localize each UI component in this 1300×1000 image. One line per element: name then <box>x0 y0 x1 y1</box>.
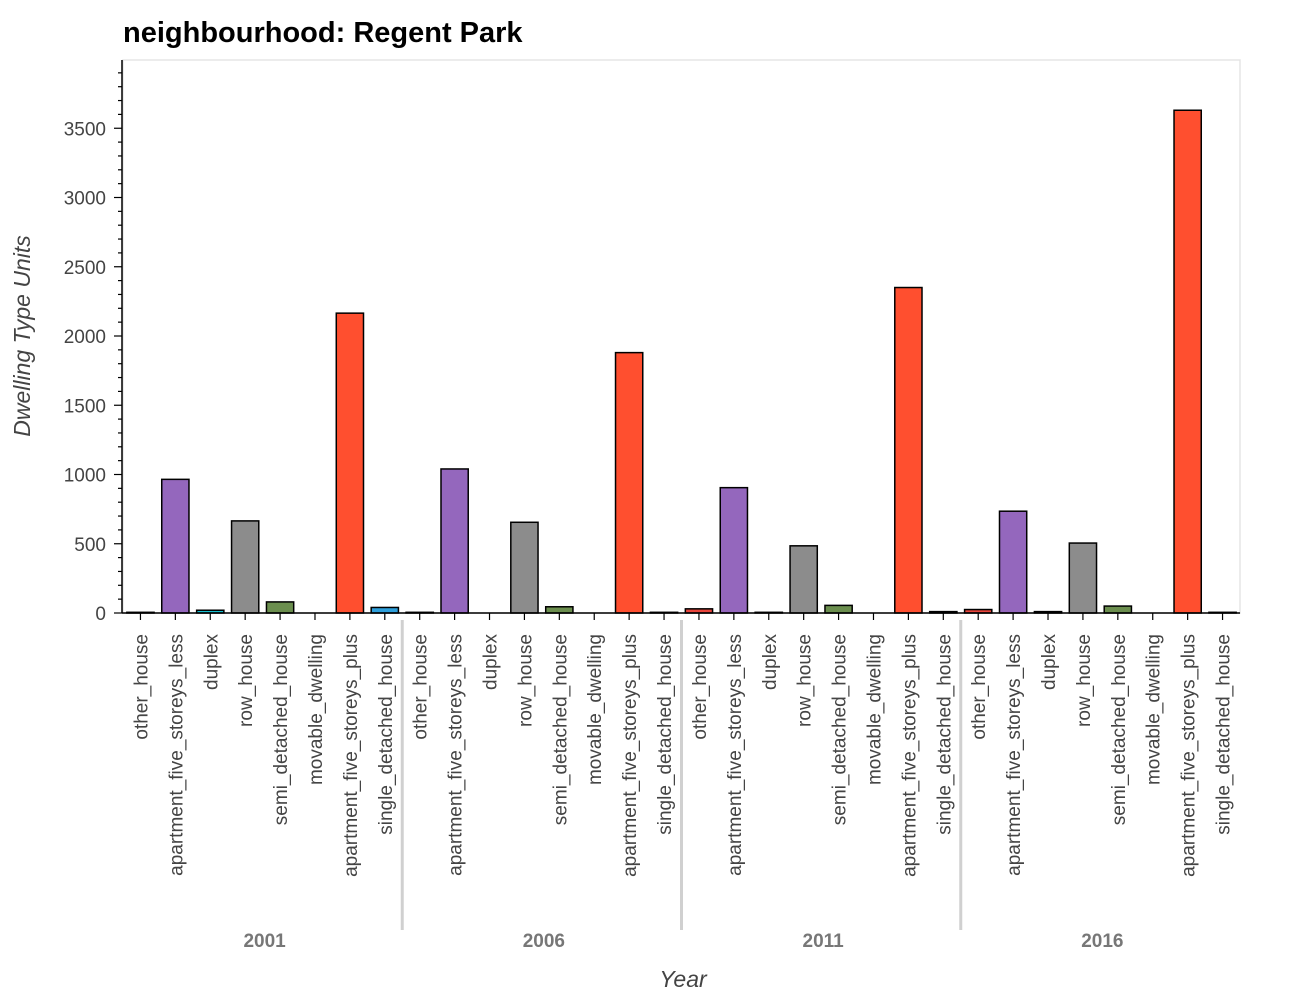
bar-2011-apartment_five_storeys_plus <box>894 286 923 614</box>
y-tick-label: 2500 <box>64 258 106 279</box>
x-tick-label: semi_detached_house <box>271 634 292 825</box>
x-tick-label: row_house <box>1074 634 1095 727</box>
x-tick-label: single_detached_house <box>934 634 955 835</box>
bar-2016-apartment_five_storeys_plus <box>1173 109 1203 614</box>
x-tick-label: single_detached_house <box>376 634 397 835</box>
bar-2016-row_house <box>1068 542 1098 614</box>
bar-2006-semi_detached_house <box>544 606 574 614</box>
x-axis-label: Year <box>659 966 708 992</box>
y-tick-label: 3000 <box>64 189 106 210</box>
bar-2016-semi_detached_house <box>1103 605 1133 614</box>
chart-title: neighbourhood: Regent Park <box>123 17 523 49</box>
y-tick-label: 1500 <box>64 396 106 417</box>
x-tick-label: single_detached_house <box>1214 634 1235 835</box>
x-tick-label: other_house <box>969 634 990 740</box>
bar-2001-single_detached_house <box>370 606 400 614</box>
x-tick-label: apartment_five_storeys_less <box>446 634 467 876</box>
x-tick-label: other_house <box>690 634 711 740</box>
y-tick-label: 3500 <box>64 119 106 140</box>
y-tick-label: 2000 <box>64 327 106 348</box>
x-tick-label: duplex <box>1039 634 1060 690</box>
x-tick-label: semi_detached_house <box>830 634 851 825</box>
group-label-2006: 2006 <box>523 931 565 952</box>
plot-frame <box>122 59 1241 614</box>
x-tick-label: movable_dwelling <box>1144 634 1165 785</box>
y-axis: 0 500 1000 1500 2000 2500 3000 3500 <box>64 60 123 625</box>
x-tick-label: row_house <box>795 634 816 727</box>
bar-2006-apartment_five_storeys_less <box>440 468 469 614</box>
y-tick-label: 0 <box>95 604 106 625</box>
y-tick-label: 500 <box>74 535 106 556</box>
group-dividers <box>400 620 963 930</box>
x-tick-label: apartment_five_storeys_plus <box>899 634 920 877</box>
x-tick-label: apartment_five_storeys_less <box>725 634 746 876</box>
x-tick-label: other_house <box>131 634 152 740</box>
group-label-2016: 2016 <box>1081 931 1123 952</box>
bar-2001-apartment_five_storeys_plus <box>335 312 365 614</box>
x-tick-label: apartment_five_storeys_plus <box>341 634 362 877</box>
x-tick-label: apartment_five_storeys_less <box>166 634 187 876</box>
x-tick-label: semi_detached_house <box>550 634 571 825</box>
x-tick-label: row_house <box>515 634 536 727</box>
group-label-2011: 2011 <box>803 931 845 952</box>
x-tick-label: duplex <box>760 634 781 690</box>
x-axis <box>122 612 1240 620</box>
bar-2006-apartment_five_storeys_plus <box>614 351 644 614</box>
x-tick-label: single_detached_house <box>655 634 676 835</box>
x-tick-label: duplex <box>201 634 222 690</box>
bar-2001-apartment_five_storeys_less <box>160 478 190 614</box>
group-labels: 2001 2006 2011 2016 <box>243 931 1123 952</box>
bar-2011-semi_detached_house <box>824 604 853 614</box>
x-tick-label: apartment_five_storeys_plus <box>1179 634 1200 877</box>
x-tick-label: row_house <box>236 634 257 727</box>
x-tick-label: semi_detached_house <box>1109 634 1130 825</box>
x-tick-label: movable_dwelling <box>306 634 327 785</box>
x-tick-label: movable_dwelling <box>864 634 885 785</box>
bar-2011-row_house <box>789 545 819 614</box>
x-tick-label: duplex <box>481 634 502 690</box>
x-tick-label: movable_dwelling <box>585 634 606 785</box>
x-tick-labels: other_house apartment_five_storeys_less du… <box>131 634 1234 877</box>
group-label-2001: 2001 <box>243 931 286 952</box>
y-axis-label: Dwelling Type Units <box>9 235 35 437</box>
x-tick-label: apartment_five_storeys_plus <box>620 634 641 877</box>
bars <box>126 109 1237 614</box>
bar-2001-row_house <box>230 520 260 614</box>
bar-2006-row_house <box>510 521 539 614</box>
y-tick-label: 1000 <box>64 466 106 487</box>
bar-2016-apartment_five_storeys_less <box>998 510 1028 614</box>
x-tick-label: apartment_five_storeys_less <box>1004 634 1025 876</box>
x-tick-label: other_house <box>411 634 432 740</box>
bar-2001-semi_detached_house <box>265 601 295 614</box>
bar-2011-apartment_five_storeys_less <box>719 486 749 614</box>
